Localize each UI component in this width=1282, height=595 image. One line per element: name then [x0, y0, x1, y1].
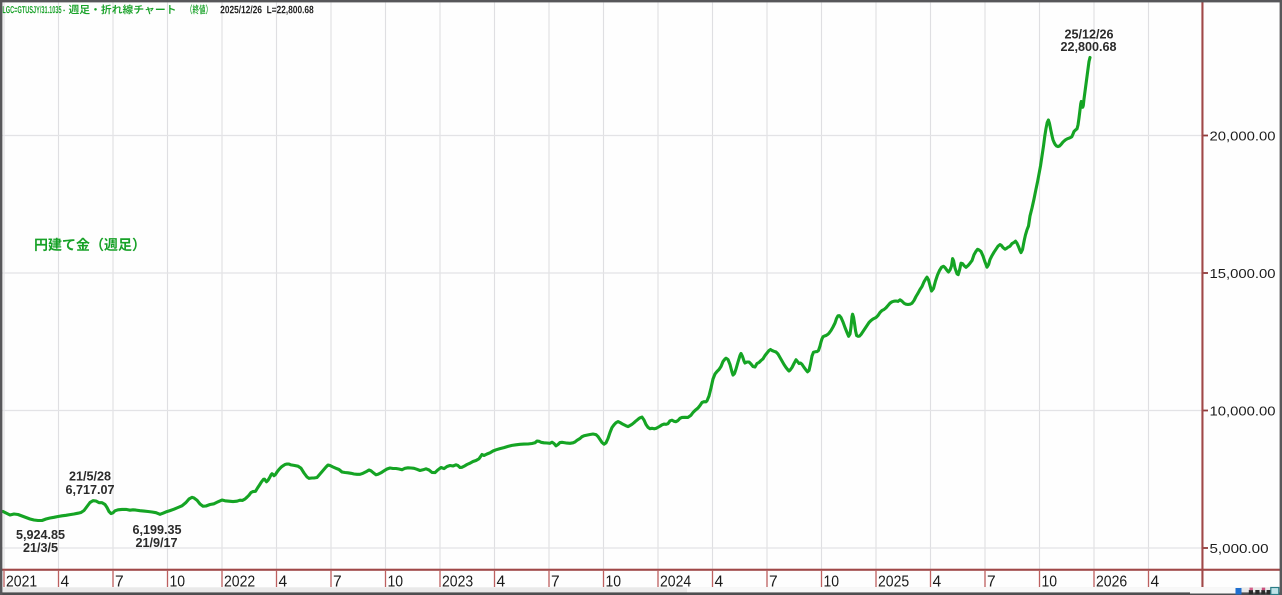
svg-text:2021: 2021: [6, 574, 37, 591]
svg-text:7: 7: [115, 574, 124, 591]
svg-text:4: 4: [1151, 574, 1160, 591]
svg-text:10,000.00: 10,000.00: [1210, 403, 1276, 418]
svg-text:7: 7: [987, 574, 996, 591]
svg-text:7: 7: [551, 574, 560, 591]
svg-text:4: 4: [61, 574, 70, 591]
svg-text:25/12/26: 25/12/26: [1064, 28, 1113, 42]
svg-text:21/5/28: 21/5/28: [69, 470, 111, 484]
svg-text:5,924.85: 5,924.85: [16, 528, 65, 542]
svg-text:7: 7: [769, 574, 778, 591]
svg-text:4: 4: [279, 574, 288, 591]
svg-text:21/9/17: 21/9/17: [135, 536, 177, 550]
svg-text:10: 10: [388, 574, 404, 591]
svg-text:15,000.00: 15,000.00: [1210, 266, 1276, 281]
svg-text:4: 4: [497, 574, 506, 591]
svg-text:10: 10: [1042, 574, 1058, 591]
svg-text:2025: 2025: [878, 574, 909, 591]
svg-text:2026: 2026: [1096, 574, 1127, 591]
svg-text:5,000.00: 5,000.00: [1210, 541, 1269, 556]
svg-text:10: 10: [170, 574, 186, 591]
svg-text:20,000.00: 20,000.00: [1210, 128, 1276, 143]
svg-text:21/3/5: 21/3/5: [23, 541, 58, 555]
svg-text:10: 10: [824, 574, 840, 591]
svg-text:10: 10: [606, 574, 622, 591]
svg-text:7: 7: [333, 574, 342, 591]
svg-text:4: 4: [933, 574, 942, 591]
svg-text:2024: 2024: [660, 574, 691, 591]
svg-text:6,199.35: 6,199.35: [132, 523, 181, 537]
svg-text:6,717.07: 6,717.07: [65, 483, 114, 497]
svg-text:22,800.68: 22,800.68: [1060, 40, 1116, 54]
svg-text:2022: 2022: [224, 574, 255, 591]
svg-text:2023: 2023: [442, 574, 473, 591]
svg-text:4: 4: [715, 574, 724, 591]
